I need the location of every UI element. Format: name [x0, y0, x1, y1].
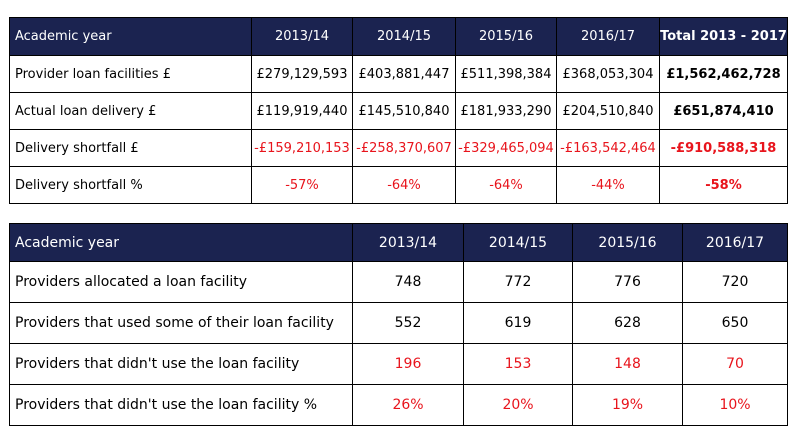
table-cell: 70 — [682, 343, 788, 385]
row-label: Providers that used some of their loan f… — [9, 302, 353, 344]
provider-usage-table: Academic year 2013/14 2014/15 2015/16 20… — [9, 223, 788, 426]
table-cell: -£329,465,094 — [455, 129, 557, 167]
total-cell: £651,874,410 — [659, 92, 788, 130]
header-2016-17: 2016/17 — [556, 17, 660, 56]
table-cell: -64% — [455, 166, 557, 204]
table-header-row: Academic year 2013/14 2014/15 2015/16 20… — [9, 223, 788, 262]
header-2015-16: 2015/16 — [572, 223, 683, 262]
table-cell: 748 — [352, 261, 464, 303]
table-cell: -64% — [352, 166, 456, 204]
table-cell: 19% — [572, 384, 683, 426]
loan-delivery-table: Academic year 2013/14 2014/15 2015/16 20… — [9, 17, 788, 204]
table-cell: £279,129,593 — [251, 55, 353, 93]
header-2013-14: 2013/14 — [251, 17, 353, 56]
row-label: Delivery shortfall % — [9, 166, 252, 204]
table-cell: 20% — [463, 384, 573, 426]
table-cell: 10% — [682, 384, 788, 426]
table-row: Provider loan facilities £ £279,129,593 … — [9, 55, 788, 93]
header-2014-15: 2014/15 — [352, 17, 456, 56]
table-row: Providers that used some of their loan f… — [9, 302, 788, 344]
table-cell: 148 — [572, 343, 683, 385]
row-label: Provider loan facilities £ — [9, 55, 252, 93]
table-cell: 552 — [352, 302, 464, 344]
header-2014-15: 2014/15 — [463, 223, 573, 262]
table-cell: £403,881,447 — [352, 55, 456, 93]
table-row: Providers that didn't use the loan facil… — [9, 384, 788, 426]
total-cell: £1,562,462,728 — [659, 55, 788, 93]
total-cell: -58% — [659, 166, 788, 204]
table-row: Delivery shortfall £ -£159,210,153 -£258… — [9, 129, 788, 167]
table-row: Actual loan delivery £ £119,919,440 £145… — [9, 92, 788, 130]
row-label: Providers that didn't use the loan facil… — [9, 343, 353, 385]
table-cell: -£159,210,153 — [251, 129, 353, 167]
row-label: Providers that didn't use the loan facil… — [9, 384, 353, 426]
table-cell: -44% — [556, 166, 660, 204]
table-cell: 650 — [682, 302, 788, 344]
header-2013-14: 2013/14 — [352, 223, 464, 262]
table-cell: -57% — [251, 166, 353, 204]
table-cell: -£258,370,607 — [352, 129, 456, 167]
table-cell: 720 — [682, 261, 788, 303]
table-cell: £181,933,290 — [455, 92, 557, 130]
header-total: Total 2013 - 2017 — [659, 17, 788, 56]
total-cell: -£910,588,318 — [659, 129, 788, 167]
row-label: Delivery shortfall £ — [9, 129, 252, 167]
table-cell: 153 — [463, 343, 573, 385]
table-row: Providers allocated a loan facility 748 … — [9, 261, 788, 303]
header-2015-16: 2015/16 — [455, 17, 557, 56]
table-cell: £119,919,440 — [251, 92, 353, 130]
table-cell: £145,510,840 — [352, 92, 456, 130]
table-cell: 776 — [572, 261, 683, 303]
table-header-row: Academic year 2013/14 2014/15 2015/16 20… — [9, 17, 788, 56]
header-academic-year: Academic year — [9, 17, 252, 56]
header-2016-17: 2016/17 — [682, 223, 788, 262]
table-cell: £204,510,840 — [556, 92, 660, 130]
table-cell: 772 — [463, 261, 573, 303]
table-cell: £511,398,384 — [455, 55, 557, 93]
table-cell: 628 — [572, 302, 683, 344]
table-cell: 619 — [463, 302, 573, 344]
row-label: Actual loan delivery £ — [9, 92, 252, 130]
header-academic-year: Academic year — [9, 223, 353, 262]
table-cell: -£163,542,464 — [556, 129, 660, 167]
row-label: Providers allocated a loan facility — [9, 261, 353, 303]
table-cell: 26% — [352, 384, 464, 426]
table-cell: 196 — [352, 343, 464, 385]
table-cell: £368,053,304 — [556, 55, 660, 93]
table-row: Providers that didn't use the loan facil… — [9, 343, 788, 385]
table-row: Delivery shortfall % -57% -64% -64% -44%… — [9, 166, 788, 204]
